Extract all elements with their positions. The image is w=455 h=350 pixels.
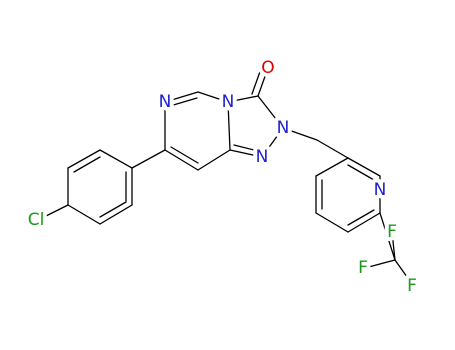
atom-label: N xyxy=(277,118,290,138)
atom-label: N xyxy=(374,180,387,200)
atom-label: N xyxy=(256,147,269,167)
atom-label: F xyxy=(358,258,368,278)
atom-label: F xyxy=(387,222,397,242)
atom-label: N xyxy=(222,92,235,112)
atom-labels: O N N N N N Cl F F F xyxy=(24,54,421,300)
bonds xyxy=(37,65,413,285)
atom-label: F xyxy=(407,276,417,296)
atom-label: O xyxy=(261,58,274,78)
atom-label: N xyxy=(159,92,172,112)
atom-label: Cl xyxy=(28,210,45,230)
